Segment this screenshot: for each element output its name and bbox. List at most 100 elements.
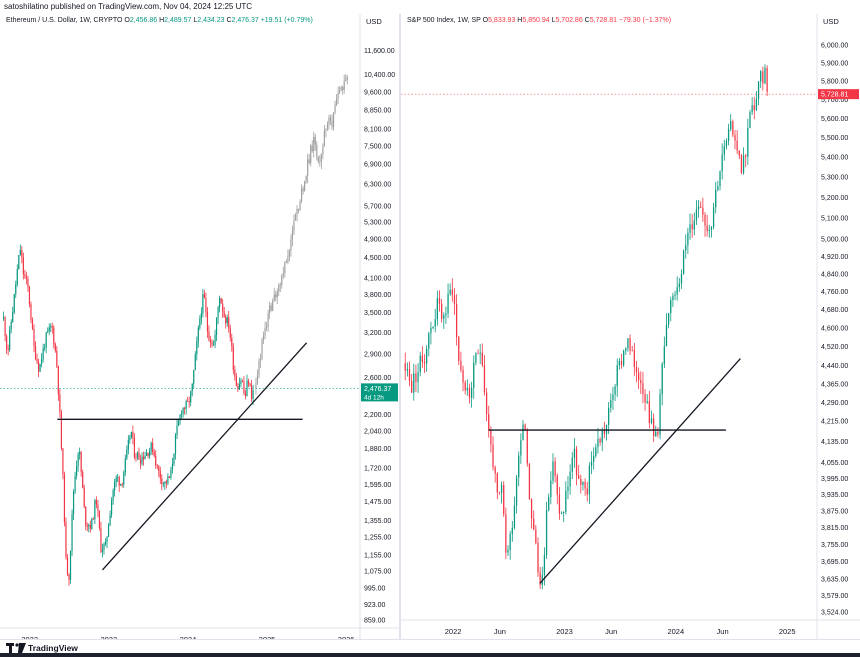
eth-candle-body	[168, 476, 171, 479]
eth-y-tick-label: 2,600.00	[364, 375, 391, 382]
eth-trendline[interactable]	[101, 342, 308, 571]
spx-candle-body	[730, 121, 732, 130]
eth-candle-body	[66, 557, 69, 575]
spx-candle-body	[766, 67, 768, 92]
eth-candle-body	[114, 481, 116, 491]
eth-candle-body	[202, 294, 204, 314]
eth-candle-body	[255, 383, 257, 389]
eth-countdown-label: 4d 12h	[364, 394, 384, 401]
spx-candle-body	[449, 289, 451, 294]
eth-candle-body	[150, 442, 152, 451]
eth-candle-body	[297, 209, 300, 211]
eth-chart-panel[interactable]: 11,600.00 10,400.00 9,600.00 8,850.00 8,100.…	[0, 14, 399, 639]
eth-candle-body	[31, 319, 34, 329]
spx-candle-body	[663, 346, 665, 364]
eth-close-label: C	[226, 17, 232, 24]
eth-candle-body	[267, 313, 269, 327]
spx-candle-body	[451, 289, 453, 296]
spx-y-tick-label: 4,055.00	[821, 460, 848, 467]
eth-candle-body	[205, 297, 207, 313]
spx-candle-body	[507, 549, 509, 553]
spx-y-tick-label: 5,800.00	[821, 78, 848, 85]
eth-candle-body	[261, 339, 263, 359]
eth-candle-body	[337, 92, 339, 99]
spx-x-tick-label: 2022	[445, 627, 462, 636]
eth-candle-body	[2, 317, 5, 320]
eth-candle-body	[65, 522, 67, 558]
spx-candle-body	[599, 438, 601, 443]
eth-candle-body	[258, 360, 260, 376]
spx-candle-body	[603, 430, 606, 434]
tradingview-brand[interactable]: TradingView	[28, 643, 78, 653]
eth-candle-body	[98, 510, 101, 529]
eth-y-tick-label: 2,200.00	[364, 412, 391, 419]
eth-candle-body	[115, 477, 117, 482]
spx-candle-body	[670, 300, 672, 314]
spx-x-tick-label: Jun	[494, 627, 506, 636]
spx-chart-canvas[interactable]: 6,000.00 5,900.00 5,800.00 5,700.00 5,600.00…	[401, 14, 860, 639]
eth-candle-body	[335, 98, 338, 105]
spx-candle-body	[732, 121, 734, 136]
eth-chart-canvas[interactable]: 11,600.00 10,400.00 9,600.00 8,850.00 8,100.…	[0, 14, 399, 639]
spx-y-tick-label: 3,995.00	[821, 476, 848, 483]
eth-candle-body	[165, 481, 167, 484]
eth-candle-body	[91, 518, 93, 529]
eth-candle-body	[200, 313, 202, 319]
spx-candle-body	[417, 372, 419, 383]
eth-candle-body	[48, 327, 50, 332]
eth-y-tick-label: 3,200.00	[364, 330, 391, 337]
eth-open-label: O	[124, 17, 130, 24]
spx-candle-body	[494, 467, 496, 474]
spx-y-tick-label: 4,215.00	[821, 419, 848, 426]
spx-candle-body	[453, 295, 456, 304]
eth-candle-body	[288, 250, 291, 257]
spx-close-label: C	[584, 17, 590, 24]
spx-candle-body	[569, 471, 571, 487]
eth-candle-body	[88, 524, 90, 527]
tradingview-logo-icon[interactable]	[6, 643, 26, 654]
spx-trendline[interactable]	[539, 358, 741, 584]
eth-candle-body	[22, 257, 24, 275]
spx-candle-body	[710, 227, 713, 230]
spx-candle-body	[749, 112, 751, 129]
spx-candle-body	[597, 438, 599, 448]
spx-candle-body	[505, 514, 507, 553]
spx-candle-body	[631, 350, 633, 352]
spx-candle-body	[640, 380, 642, 383]
spx-open-value: 5,833.93	[488, 17, 516, 24]
spx-candle-body	[548, 496, 550, 511]
spx-y-tick-label: 3,635.00	[821, 576, 848, 583]
spx-low-label: L	[551, 17, 556, 24]
eth-change: +19.51 (+0.79%)	[260, 17, 313, 24]
eth-candle-body	[293, 220, 295, 231]
eth-candle-body	[269, 305, 271, 314]
eth-candle-body	[100, 528, 102, 552]
eth-candle-body	[94, 500, 96, 520]
spx-candle-body	[674, 294, 676, 296]
eth-candle-body	[50, 326, 52, 328]
eth-candle-body	[138, 452, 140, 460]
spx-y-tick-label: 3,579.00	[821, 593, 848, 600]
eth-candle-body	[4, 317, 6, 337]
spx-candle-body	[567, 486, 569, 491]
spx-candle-body	[593, 455, 595, 462]
spx-y-tick-label: 4,760.00	[821, 289, 848, 296]
eth-candle-body	[225, 317, 227, 324]
eth-candle-body	[135, 457, 137, 459]
eth-candle-body	[249, 383, 251, 386]
eth-candle-body	[193, 370, 195, 384]
spx-candle-body	[496, 473, 498, 493]
spx-candle-body	[430, 328, 432, 334]
eth-candle-body	[74, 475, 76, 492]
eth-candle-body	[342, 87, 344, 90]
panel-divider[interactable]	[399, 14, 401, 639]
eth-currency-label[interactable]: USD	[366, 17, 382, 26]
eth-candle-body	[190, 391, 192, 403]
spx-y-tick-label: 5,300.00	[821, 175, 848, 182]
eth-candle-body	[345, 80, 347, 82]
spx-chart-panel[interactable]: 6,000.00 5,900.00 5,800.00 5,700.00 5,600.00…	[401, 14, 860, 639]
spx-candle-body	[500, 485, 503, 493]
spx-candle-body	[685, 245, 687, 251]
eth-candle-body	[107, 525, 110, 537]
spx-currency-label[interactable]: USD	[823, 17, 839, 26]
